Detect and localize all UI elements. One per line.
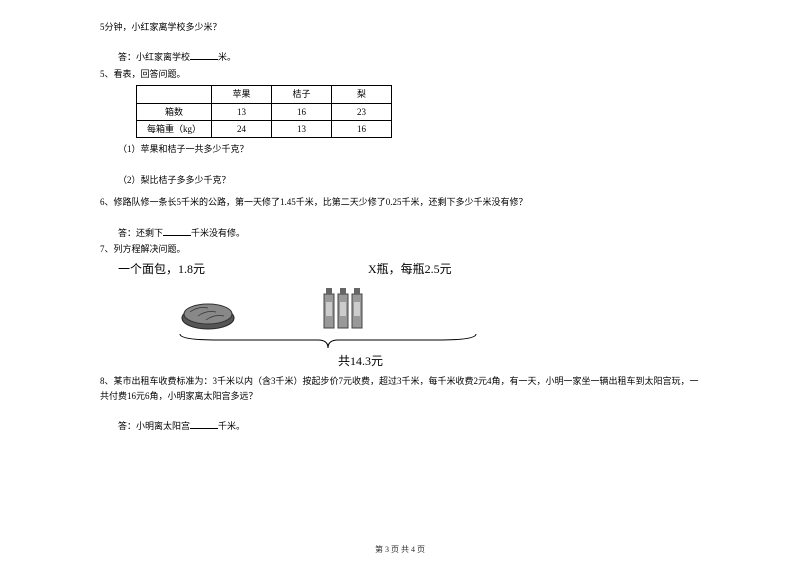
q4-blank	[190, 50, 218, 60]
q4-answer-suffix: 米。	[218, 52, 236, 62]
q8-answer-line: 答：小明离太阳宫 千米。	[100, 419, 700, 433]
cell: 箱数	[137, 103, 212, 120]
table-row: 箱数 13 16 23	[137, 103, 392, 120]
q6-answer-line: 答：还剩下 千米没有修。	[100, 226, 700, 240]
q4-answer-line: 答：小红家离学校 米。	[100, 50, 700, 64]
cell: 23	[332, 103, 392, 120]
q5-sub1: （1）苹果和桔子一共多少千克？	[100, 142, 700, 156]
page-footer: 第 3 页 共 4 页	[0, 544, 800, 557]
cell	[137, 86, 212, 103]
q8-blank	[190, 419, 218, 429]
q7-title: 7、列方程解决问题。	[100, 242, 700, 256]
q8-text: 8、某市出租车收费标准为：3千米以内（含3千米）按起步价7元收费，超过3千米，每…	[100, 374, 700, 403]
q4-intro: 5分钟，小红家离学校多少米？	[100, 20, 700, 34]
data-table: 苹果 桔子 梨 箱数 13 16 23 每箱重（kg） 24 13 16	[136, 85, 392, 138]
bottle-label: X瓶，每瓶2.5元	[368, 260, 452, 279]
bottle-icon	[318, 280, 368, 332]
brace-icon	[178, 332, 478, 352]
bread-label: 一个面包，1.8元	[118, 260, 205, 279]
cell: 16	[272, 103, 332, 120]
table-row: 每箱重（kg） 24 13 16	[137, 120, 392, 137]
cell: 13	[212, 103, 272, 120]
cell: 苹果	[212, 86, 272, 103]
cell: 桔子	[272, 86, 332, 103]
table-row: 苹果 桔子 梨	[137, 86, 392, 103]
q5-sub2: （2）梨比桔子多多少千克？	[100, 173, 700, 187]
q6-ans-suffix: 千米没有修。	[191, 228, 245, 238]
q8-ans-suffix: 千米。	[218, 421, 245, 431]
q6-text: 6、修路队修一条长5千米的公路，第一天修了1.45千米，比第二天少修了0.25千…	[100, 195, 700, 209]
cell: 13	[272, 120, 332, 137]
bread-icon	[178, 298, 238, 332]
cell: 每箱重（kg）	[137, 120, 212, 137]
cell: 24	[212, 120, 272, 137]
q6-blank	[163, 226, 191, 236]
q4-answer-prefix: 答：小红家离学校	[118, 52, 190, 62]
q8-ans-prefix: 答：小明离太阳宫	[118, 421, 190, 431]
cell: 梨	[332, 86, 392, 103]
cell: 16	[332, 120, 392, 137]
q5-title: 5、看表，回答问题。	[100, 67, 700, 81]
q7-diagram: 一个面包，1.8元 X瓶，每瓶2.5元 共14.3元	[118, 260, 538, 370]
q6-ans-prefix: 答：还剩下	[118, 228, 163, 238]
total-label: 共14.3元	[338, 352, 383, 371]
